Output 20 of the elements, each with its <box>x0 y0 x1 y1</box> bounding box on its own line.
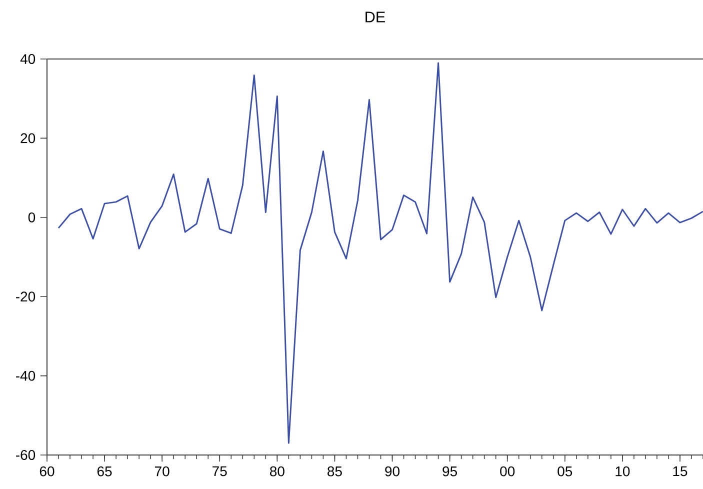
x-tick-label: 90 <box>385 466 400 476</box>
x-tick-label: 10 <box>616 466 630 476</box>
y-tick-label: -20 <box>16 292 36 302</box>
y-tick-label: 40 <box>20 54 36 64</box>
x-tick-label: 95 <box>442 466 457 476</box>
x-tick-label: 75 <box>212 466 227 476</box>
x-tick-label: 05 <box>558 466 572 476</box>
x-tick-label: 00 <box>500 466 515 476</box>
line-series <box>58 62 703 444</box>
x-tick-label: 80 <box>270 466 284 476</box>
y-tick-label: 0 <box>28 212 36 222</box>
x-tick-label: 85 <box>328 466 342 476</box>
x-tick-label: 60 <box>40 466 54 476</box>
x-tick-label: 15 <box>673 466 688 476</box>
x-tick-label: 70 <box>155 466 170 476</box>
chart-title: DE <box>366 12 385 22</box>
y-tick-label: -60 <box>16 450 36 460</box>
y-tick-label: 20 <box>20 133 36 144</box>
y-tick-label: -40 <box>16 370 36 381</box>
x-tick-label: 65 <box>97 466 112 476</box>
